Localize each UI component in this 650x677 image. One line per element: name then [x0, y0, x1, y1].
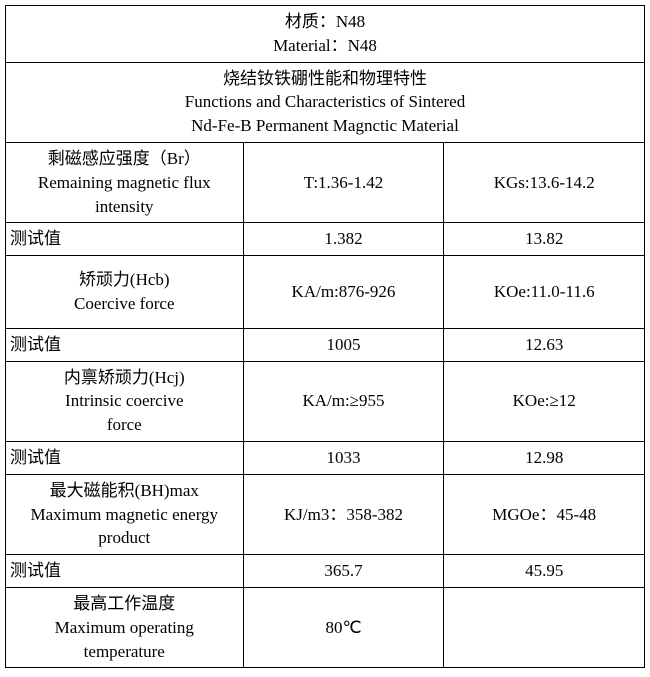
spec-cell [444, 587, 645, 667]
test-label: 测试值 [6, 328, 244, 361]
param-label: 剩磁感应强度（Br） Remaining magnetic flux inten… [6, 142, 244, 222]
test-value: 12.63 [444, 328, 645, 361]
test-value: 365.7 [243, 555, 444, 588]
header-material-en: Material：N48 [273, 36, 377, 55]
header-material-cn: 材质：N48 [285, 12, 365, 31]
param-label: 内禀矫顽力(Hcj) Intrinsic coercive force [6, 361, 244, 441]
test-label: 测试值 [6, 441, 244, 474]
param-label: 矫顽力(Hcb) Coercive force [6, 256, 244, 329]
header-title-en1: Functions and Characteristics of Sintere… [185, 92, 465, 111]
param-label: 最高工作温度 Maximum operating temperature [6, 587, 244, 667]
header-title-en2: Nd-Fe-B Permanent Magnctic Material [191, 116, 459, 135]
spec-cell: KOe:≥12 [444, 361, 645, 441]
material-spec-table: 材质：N48 Material：N48 烧结钕铁硼性能和物理特性 Functio… [5, 5, 645, 668]
spec-cell: KGs:13.6-14.2 [444, 142, 645, 222]
param-label: 最大磁能积(BH)max Maximum magnetic energy pro… [6, 474, 244, 554]
spec-cell: MGOe：45-48 [444, 474, 645, 554]
test-value: 12.98 [444, 441, 645, 474]
spec-cell: KJ/m3：358-382 [243, 474, 444, 554]
spec-cell: KA/m:876-926 [243, 256, 444, 329]
test-value: 13.82 [444, 223, 645, 256]
header-material: 材质：N48 Material：N48 [6, 6, 645, 63]
spec-cell: T:1.36-1.42 [243, 142, 444, 222]
header-title-cn: 烧结钕铁硼性能和物理特性 [223, 69, 427, 88]
test-value: 1033 [243, 441, 444, 474]
spec-cell: 80℃ [243, 587, 444, 667]
spec-cell: KOe:11.0-11.6 [444, 256, 645, 329]
test-label: 测试值 [6, 555, 244, 588]
test-value: 1.382 [243, 223, 444, 256]
header-title: 烧结钕铁硼性能和物理特性 Functions and Characteristi… [6, 62, 645, 142]
test-label: 测试值 [6, 223, 244, 256]
test-value: 1005 [243, 328, 444, 361]
spec-cell: KA/m:≥955 [243, 361, 444, 441]
test-value: 45.95 [444, 555, 645, 588]
